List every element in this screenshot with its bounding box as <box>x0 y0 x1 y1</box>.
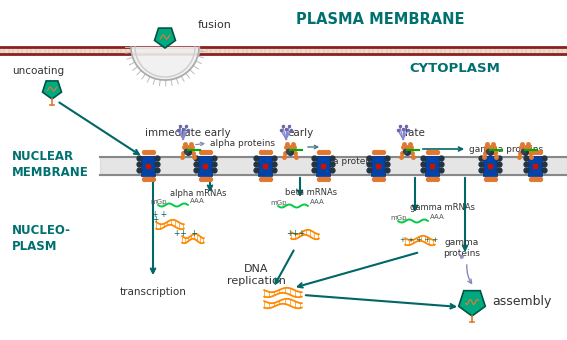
Text: fusion: fusion <box>198 20 232 30</box>
Text: + +: + + <box>152 210 167 219</box>
Bar <box>141 156 155 176</box>
Text: + + + + +: + + + + + <box>400 237 438 243</box>
Text: late: late <box>405 128 425 138</box>
Bar <box>483 156 497 176</box>
Text: immediate early: immediate early <box>145 128 231 138</box>
Text: AAA: AAA <box>310 199 325 205</box>
Text: assembly: assembly <box>492 295 551 308</box>
Text: +++: +++ <box>286 229 305 238</box>
Text: +: + <box>152 215 158 224</box>
Text: PLASMA MEMBRANE: PLASMA MEMBRANE <box>296 13 464 28</box>
Text: mGp: mGp <box>270 200 286 206</box>
Text: NUCLEAR
MEMBRANE: NUCLEAR MEMBRANE <box>12 150 89 178</box>
Text: mGp: mGp <box>390 215 407 221</box>
Bar <box>198 156 212 176</box>
Text: ++  +: ++ + <box>174 229 198 238</box>
Text: alpha proteins: alpha proteins <box>210 138 275 148</box>
Text: NUCLEO-
PLASM: NUCLEO- PLASM <box>12 223 71 253</box>
Text: transcription: transcription <box>120 287 187 297</box>
Text: mGp: mGp <box>150 199 167 205</box>
Bar <box>316 156 330 176</box>
Text: CYTOPLASM: CYTOPLASM <box>409 63 501 75</box>
Text: beta mRNAs: beta mRNAs <box>285 188 337 197</box>
Text: AAA: AAA <box>430 214 445 220</box>
Text: alpha mRNAs: alpha mRNAs <box>170 189 226 198</box>
Bar <box>528 156 542 176</box>
Text: gamma
proteins: gamma proteins <box>443 238 480 258</box>
Text: DNA
replication: DNA replication <box>227 264 285 286</box>
Bar <box>258 156 272 176</box>
Text: gamma proteins: gamma proteins <box>469 144 543 153</box>
Bar <box>425 156 439 176</box>
Text: AAA: AAA <box>190 198 205 204</box>
Text: beta proteins: beta proteins <box>318 156 378 166</box>
Bar <box>371 156 385 176</box>
Text: gamma mRNAs: gamma mRNAs <box>410 203 475 212</box>
Text: early: early <box>287 128 313 138</box>
Text: uncoating: uncoating <box>12 66 64 76</box>
